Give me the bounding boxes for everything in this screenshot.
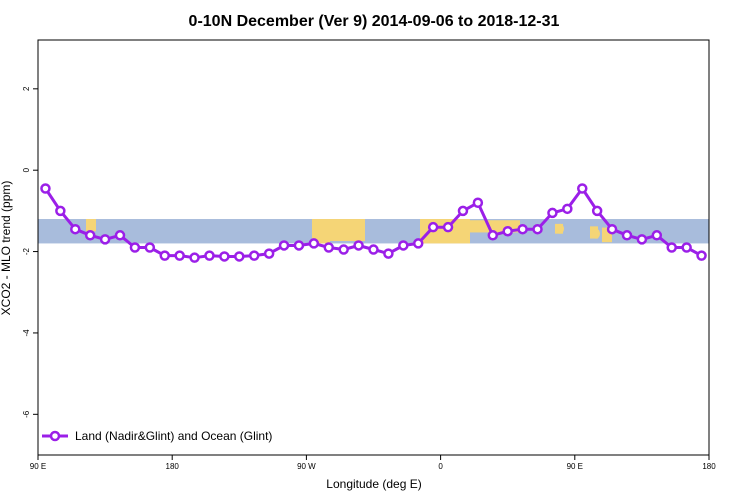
- y-tick-label: 2: [22, 86, 31, 91]
- data-point: [547, 207, 558, 219]
- x-tick-label: 90 E: [30, 462, 46, 471]
- land-blob: [88, 221, 96, 232]
- data-point: [577, 183, 588, 194]
- chart-title: 0-10N December (Ver 9) 2014-09-06 to 201…: [189, 13, 560, 30]
- y-tick-label: -4: [22, 329, 31, 337]
- data-point: [517, 223, 528, 235]
- data-point: [368, 244, 379, 255]
- data-point: [457, 205, 469, 217]
- data-point: [174, 250, 185, 261]
- data-point: [70, 223, 81, 235]
- data-point: [412, 238, 424, 249]
- x-axis-label: Longitude (deg E): [326, 477, 421, 491]
- x-axis-ticks: 90 E 180 90 W 0 90 E 180: [30, 455, 716, 471]
- x-tick-label: 90 E: [567, 462, 583, 471]
- land-blob: [556, 223, 564, 234]
- data-point: [234, 251, 245, 262]
- x-tick-label: 180: [702, 462, 716, 471]
- x-tick-label: 0: [438, 462, 443, 471]
- data-point: [472, 197, 484, 208]
- land-patch: [312, 219, 330, 244]
- land-blob: [592, 228, 600, 239]
- data-point: [636, 234, 648, 245]
- data-point: [99, 234, 111, 245]
- data-point: [248, 250, 260, 261]
- data-point: [144, 242, 156, 253]
- y-axis-ticks: 2 0 -2 -4 -6: [22, 86, 38, 418]
- legend-marker-swatch: [49, 430, 61, 442]
- land-blob: [352, 226, 360, 237]
- data-point: [562, 203, 573, 215]
- x-tick-label: 90 W: [297, 462, 316, 471]
- data-point: [487, 230, 499, 241]
- data-point: [442, 221, 454, 233]
- data-point: [606, 223, 618, 235]
- series-layer: [40, 183, 707, 263]
- data-point: [55, 205, 66, 217]
- data-point: [278, 240, 290, 251]
- data-point: [204, 250, 215, 261]
- data-point: [159, 250, 170, 261]
- plot-frame: [37, 39, 710, 456]
- data-point: [263, 248, 275, 259]
- data-point: [591, 205, 603, 217]
- data-point: [502, 225, 513, 237]
- data-point: [84, 230, 96, 241]
- y-tick-label: -6: [22, 410, 31, 418]
- data-point: [353, 240, 364, 251]
- y-tick-label: 0: [22, 167, 31, 172]
- data-point: [383, 248, 394, 259]
- legend-label: Land (Nadir&Glint) and Ocean (Glint): [75, 429, 272, 443]
- data-point: [114, 230, 126, 241]
- data-point: [308, 238, 320, 249]
- data-point: [189, 252, 200, 263]
- data-point: [681, 242, 692, 253]
- y-tick-label: -2: [22, 247, 31, 255]
- data-point: [696, 250, 707, 261]
- legend: Land (Nadir&Glint) and Ocean (Glint): [42, 429, 272, 443]
- data-point: [129, 242, 141, 253]
- x-tick-label: 180: [166, 462, 180, 471]
- data-point: [666, 242, 677, 253]
- data-point: [323, 242, 335, 253]
- y-axis-label: XCO2 - MLO trend (ppm): [0, 181, 13, 316]
- data-point: [427, 221, 439, 233]
- data-point: [293, 240, 305, 251]
- data-point: [40, 183, 51, 194]
- data-point: [651, 230, 663, 241]
- data-point: [338, 244, 349, 255]
- data-point: [398, 240, 409, 251]
- data-point: [532, 223, 543, 235]
- data-point: [621, 230, 633, 241]
- data-point: [219, 251, 230, 262]
